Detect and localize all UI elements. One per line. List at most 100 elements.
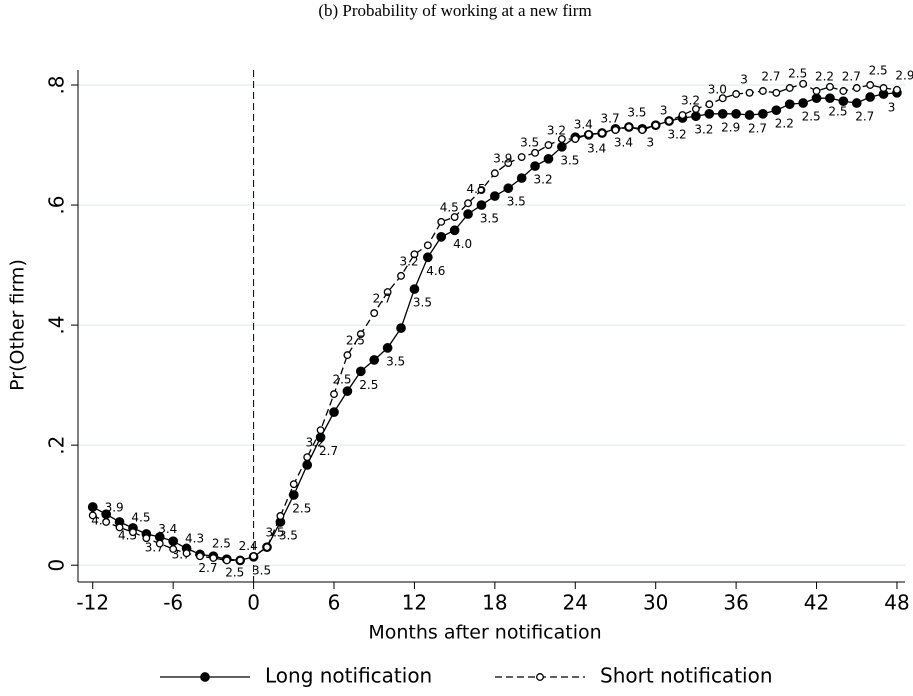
data-point [356,330,365,339]
point-label: 3.9 [493,152,512,166]
point-label: 2.7 [748,122,767,136]
data-point [382,343,393,353]
x-tick-label: 6 [328,591,341,615]
data-point [852,84,861,92]
point-label: 2.5 [788,67,807,81]
x-tick-label: 48 [884,591,909,615]
point-label: 2.5 [332,373,351,387]
point-label: 2.5 [359,378,378,392]
data-point [611,126,620,134]
y-tick-label: .6 [45,196,69,215]
x-tick-label: 18 [482,591,507,615]
x-tick-label: 0 [247,591,260,615]
data-point [196,552,204,561]
data-point [772,88,781,97]
data-point [598,129,607,137]
data-point [691,105,700,113]
point-label: 2.5 [292,501,311,515]
point-label: 2.5 [225,566,244,580]
data-point [329,407,339,417]
point-label: 2.5 [802,110,821,124]
data-point [571,135,580,143]
data-point [490,169,499,178]
point-label: 3 [646,135,654,149]
data-point [638,126,647,134]
data-point [88,511,97,520]
data-point [544,141,553,149]
data-point [543,153,554,164]
point-label: 2.7 [842,70,861,84]
data-point [866,81,875,89]
data-point [410,250,419,259]
data-point [771,105,782,116]
point-label: 3.9 [105,500,124,514]
data-point [450,213,459,222]
point-label: 3.5 [279,528,298,542]
data-point [168,536,179,547]
data-point [665,117,674,125]
point-label: 3.7 [601,112,620,126]
data-point [624,123,633,131]
point-label: 2.7 [198,561,217,575]
data-point [731,108,741,119]
data-point [437,217,446,226]
data-point [155,539,164,548]
point-label: 4.3 [185,532,204,546]
data-point [825,82,834,91]
y-tick-label: .2 [45,436,69,455]
data-point [369,355,380,365]
point-label: 2.5 [212,536,231,550]
data-point [477,186,486,194]
data-point [825,93,835,104]
data-point [838,96,849,107]
legend-label: Short notification [600,664,773,688]
data-point [718,94,727,103]
point-label: 3.5 [265,526,284,540]
x-tick-label: -12 [76,591,109,615]
point-label: 4.6 [426,264,445,278]
data-point [87,502,98,512]
point-label: 3.5 [413,296,432,310]
data-point [503,183,514,194]
data-point [732,90,741,98]
data-point [422,252,433,263]
x-tick-label: 30 [643,591,668,615]
point-label: 3.2 [681,94,700,108]
data-point [678,111,687,119]
point-label: 2.7 [761,70,780,84]
point-label: 4.5 [466,182,485,196]
x-tick-label: 12 [402,591,427,615]
data-point [758,87,767,95]
legend-label: Long notification [265,664,432,688]
data-point [316,426,325,435]
data-point [812,87,821,95]
data-point [423,241,432,250]
data-point [705,100,714,109]
data-point [799,79,808,88]
point-label: 3.2 [306,436,325,450]
data-point [865,92,876,102]
x-tick-label: -6 [163,591,183,615]
data-point [530,161,540,171]
data-point [584,130,593,139]
data-point [169,545,178,553]
point-label: 3.5 [252,563,271,577]
data-point [504,159,513,167]
x-axis-title: Months after notification [368,622,601,644]
point-label: 2.5 [346,334,365,348]
data-point [397,271,405,280]
data-point [798,98,808,108]
data-point [249,552,258,561]
y-tick-label: 0 [45,559,69,572]
point-label: 3.5 [480,212,499,226]
x-tick-label: 36 [723,591,748,615]
data-point [476,200,487,210]
data-point [691,111,701,122]
legend-marker [536,673,544,681]
chart-title: (b) Probability of working at a new firm [318,1,591,20]
point-label: 2.9 [895,68,913,82]
point-label: 3 [740,73,748,87]
data-point [236,556,245,565]
point-label: 2.2 [775,117,794,131]
